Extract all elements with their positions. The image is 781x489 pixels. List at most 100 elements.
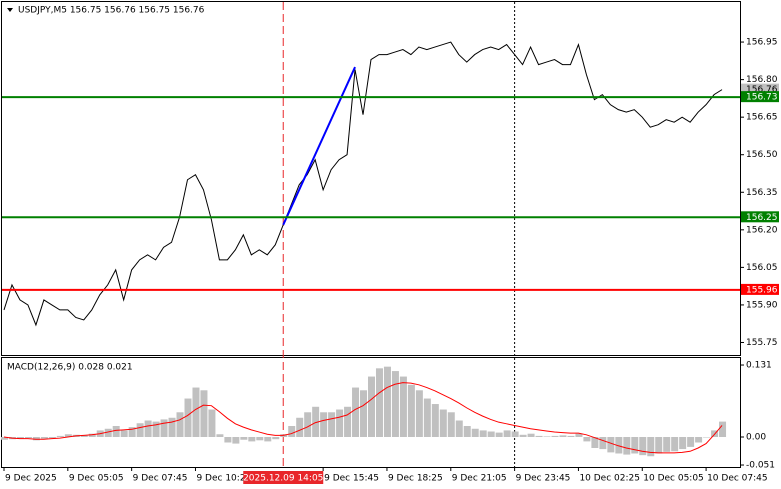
macd-bar [455,420,463,437]
macd-bar [559,435,567,437]
level-label: 156.73 [746,93,778,103]
macd-bar [687,437,695,447]
x-tick-label: 9 Dec 2025 [5,474,57,484]
macd-bar [160,419,168,437]
signal-line [3,382,723,454]
macd-bar [80,435,88,437]
macd-bar [128,427,136,437]
trendline [282,66,356,226]
price-line [3,41,723,327]
macd-bar [328,412,336,437]
macd-bar [623,437,631,455]
macd-bar [703,437,711,438]
macd-bar [655,437,663,454]
level-label: 156.25 [746,213,778,223]
macd-bar [567,435,575,437]
macd-bar [647,437,655,457]
price-panel-border [1,1,741,356]
macd-bar [679,437,687,450]
macd-bar [336,409,344,437]
macd-bar [304,412,312,437]
macd-bar [40,437,48,439]
macd-bar [631,437,639,454]
macd-bar [671,437,679,452]
y-tick-label: 156.35 [746,188,778,198]
macd-bar [224,437,232,443]
macd-bar [248,437,256,442]
macd-bar [200,390,208,437]
y-tick-label: 156.05 [746,263,778,273]
macd-bar [639,437,647,456]
cursor-label: 2025.12.09 14:05 [243,474,323,484]
macd-bar [423,398,431,437]
macd-bar [599,437,607,450]
y-tick-label: 156.95 [746,38,778,48]
macd-bar [192,387,200,437]
macd-bar [24,437,32,439]
macd-bar [232,437,240,444]
x-tick-label: 10 Dec 05:05 [643,474,704,484]
macd-bar [48,437,56,439]
x-tick-label: 9 Dec 23:45 [516,474,571,484]
macd-bar [152,421,160,437]
macd-bar [391,371,399,437]
macd-bar [471,428,479,437]
macd-bar [495,432,503,437]
macd-bar [511,431,519,437]
macd-bar [168,417,176,437]
level-label-bg [741,211,779,223]
macd-bar [176,412,184,437]
macd-bar [543,436,551,437]
macd-bar [447,412,455,437]
macd-bar [296,417,304,437]
macd-bar [479,430,487,437]
macd-bar [240,437,248,440]
x-tick-label: 10 Dec 02:25 [579,474,640,484]
y-tick-label: 155.75 [746,338,778,348]
macd-panel-border [1,357,741,468]
menu-arrow[interactable] [7,8,13,12]
macd-bar [695,437,703,443]
macd-bar [104,428,112,437]
macd-bar [607,437,615,453]
macd-bar [615,437,623,454]
macd-bar [439,409,447,437]
y-tick-label: 0.131 [746,361,772,371]
macd-bar [575,433,583,437]
macd-bar [312,406,320,437]
macd-bar [88,433,96,437]
macd-title: MACD(12,26,9) 0.028 0.021 [7,363,133,373]
level-label-bg [741,91,779,103]
price-title: USDJPY,M5 156.75 156.76 156.75 156.76 [18,6,205,16]
macd-bar [352,387,360,437]
level-label-bg [741,283,779,295]
macd-bar [32,437,40,441]
last-price-bg [741,83,779,95]
macd-bar [583,437,591,442]
x-tick-label: 9 Dec 07:45 [133,474,188,484]
macd-bar [136,423,144,437]
macd-bar [56,435,64,437]
macd-bar [320,412,328,437]
macd-bar [144,420,152,437]
y-tick-label: 0.00 [746,433,766,443]
macd-bar [208,409,216,437]
x-tick-label: 9 Dec 18:25 [388,474,443,484]
x-tick-label: 9 Dec 10:25 [196,474,251,484]
macd-bar [551,435,559,437]
macd-bar [120,430,128,437]
macd-bar [112,426,120,437]
macd-bar [184,398,192,437]
macd-bar [360,390,368,437]
macd-bar [719,421,727,437]
macd-bar [0,437,8,440]
macd-bar [591,437,599,448]
macd-bar [216,434,224,437]
macd-bar [383,366,391,437]
macd-bar [431,404,439,437]
macd-bar [375,368,383,437]
cursor-label-bg [243,471,324,484]
y-tick-label: -0.051 [746,461,775,471]
x-tick-label: 9 Dec 21:05 [452,474,507,484]
